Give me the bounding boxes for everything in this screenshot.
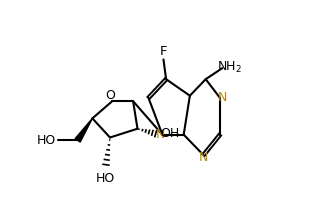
- Text: F: F: [160, 45, 167, 58]
- Text: N: N: [218, 91, 227, 104]
- Text: HO: HO: [37, 134, 56, 147]
- Text: N: N: [199, 151, 208, 164]
- Polygon shape: [75, 118, 93, 142]
- Text: OH: OH: [160, 126, 180, 140]
- Text: HO: HO: [96, 172, 115, 185]
- Text: N: N: [155, 128, 165, 141]
- Text: NH$_2$: NH$_2$: [218, 60, 242, 75]
- Text: O: O: [106, 89, 115, 102]
